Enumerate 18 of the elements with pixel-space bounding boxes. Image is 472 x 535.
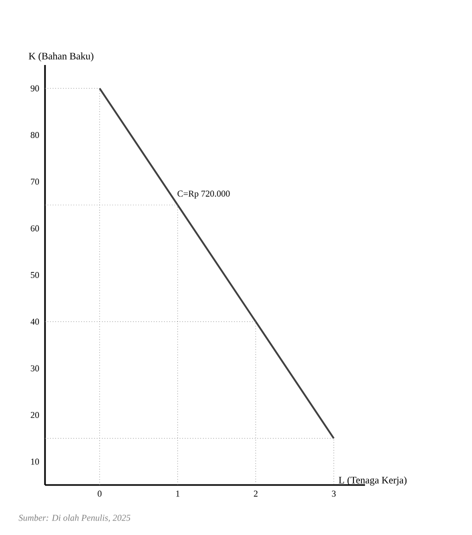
- annotation: C=Rp 720.000: [178, 190, 230, 198]
- y-tick-label: 10: [31, 458, 40, 465]
- y-tick-label: 40: [30, 318, 40, 325]
- x-tick-label: 0: [98, 490, 102, 497]
- x-tick-label: 1: [176, 490, 180, 497]
- y-tick-label: 80: [30, 132, 40, 138]
- text: Sumber: Di olah Penulis, 2025: [18, 514, 130, 522]
- y-tick-label: 60: [30, 225, 40, 232]
- x-axis-title: L (Tenaga Kerja): [338, 476, 407, 486]
- y-axis-title: K (Bahan Baku): [28, 52, 94, 62]
- line-series: [98, 87, 335, 440]
- y-tick-label: 70: [30, 178, 40, 185]
- x-tick-label: 3: [332, 490, 336, 497]
- x-tick-label: 2: [254, 490, 258, 497]
- y-tick-label: 30: [30, 365, 40, 372]
- y-tick-label: 20: [30, 412, 40, 418]
- y-tick-label: 90: [30, 85, 40, 92]
- y-tick-label: 50: [30, 272, 40, 278]
